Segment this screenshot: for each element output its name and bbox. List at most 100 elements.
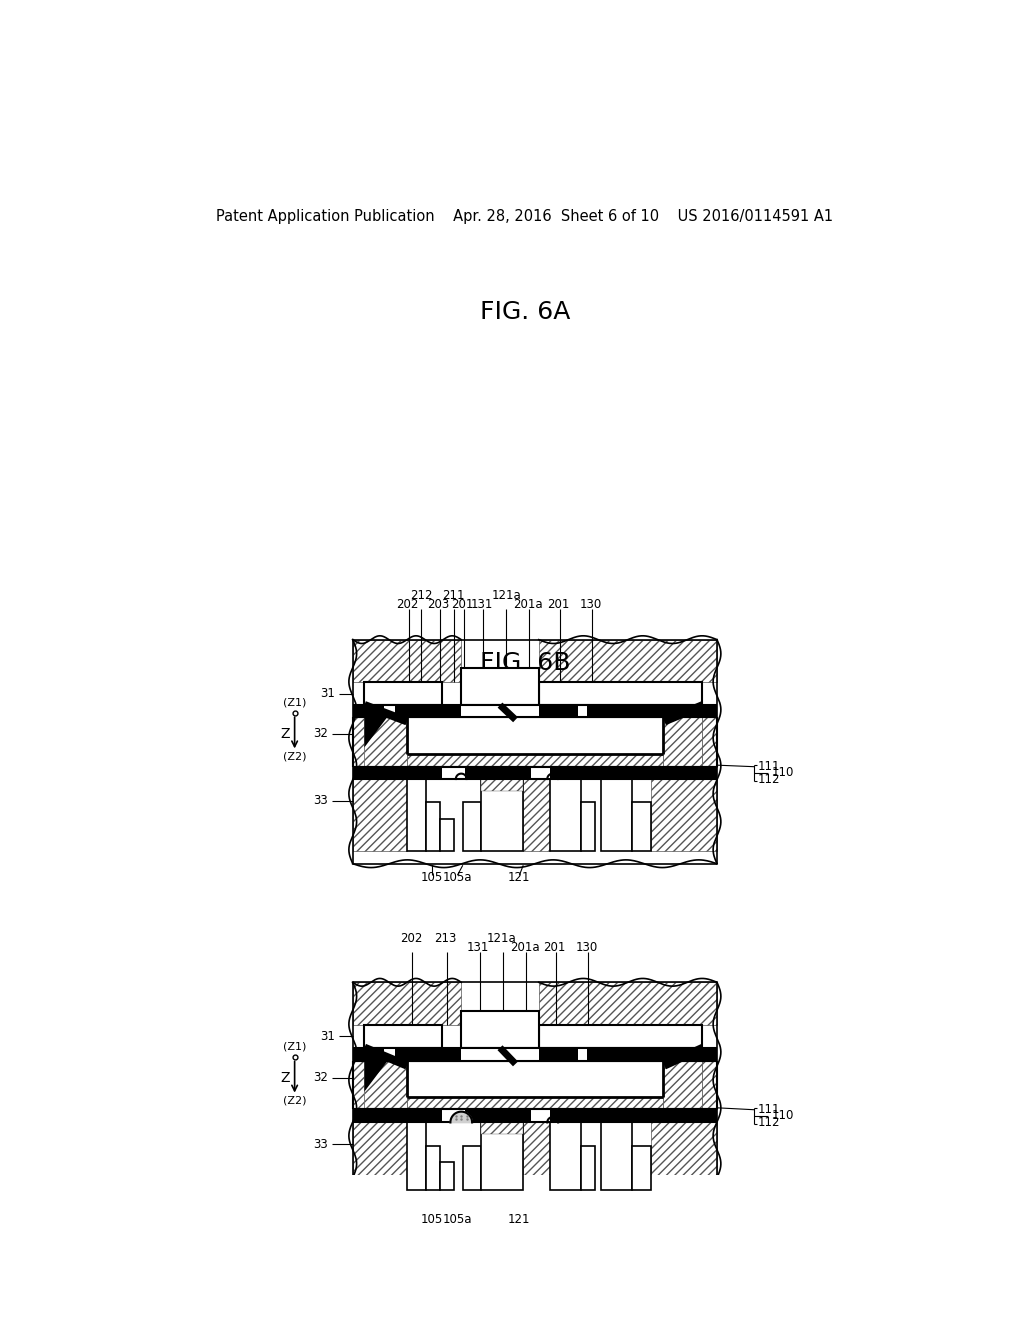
Text: 121: 121	[508, 1213, 530, 1226]
Bar	[539, 682, 701, 705]
Text: 131: 131	[470, 598, 493, 611]
Polygon shape	[352, 779, 407, 851]
Text: 203: 203	[427, 598, 450, 611]
Bar	[365, 717, 701, 767]
Text: (Z2): (Z2)	[283, 751, 306, 762]
Text: 201: 201	[452, 598, 474, 611]
Text: 31: 31	[321, 1030, 336, 1043]
Bar	[531, 1109, 550, 1122]
Bar	[365, 1061, 701, 1109]
Polygon shape	[523, 779, 550, 851]
Polygon shape	[651, 779, 717, 851]
Polygon shape	[365, 1061, 407, 1109]
Polygon shape	[663, 1061, 701, 1109]
Text: 105: 105	[421, 871, 443, 884]
Text: 31: 31	[321, 686, 336, 700]
Text: 105a: 105a	[442, 1213, 472, 1226]
Bar	[582, 803, 595, 851]
Text: 211: 211	[442, 589, 465, 602]
Text: 121a: 121a	[492, 589, 521, 602]
Text: 110: 110	[771, 767, 794, 779]
Polygon shape	[539, 640, 717, 682]
Polygon shape	[480, 779, 523, 791]
Text: 213: 213	[434, 932, 457, 945]
Bar	[407, 779, 426, 851]
Polygon shape	[352, 717, 365, 767]
Text: 105a: 105a	[442, 871, 472, 884]
Bar	[582, 1146, 595, 1191]
Text: Z: Z	[281, 1071, 290, 1085]
Polygon shape	[352, 982, 461, 1024]
Bar	[480, 1122, 523, 1191]
Bar	[384, 705, 395, 717]
Polygon shape	[365, 717, 407, 767]
Bar	[440, 818, 455, 851]
Text: 130: 130	[580, 598, 602, 611]
Polygon shape	[352, 1122, 407, 1191]
Polygon shape	[701, 1061, 717, 1109]
Polygon shape	[352, 1061, 365, 1109]
Bar	[352, 1109, 717, 1122]
Text: 33: 33	[312, 795, 328, 807]
Text: 201a: 201a	[513, 598, 543, 611]
Text: 105: 105	[421, 1213, 443, 1226]
Bar	[550, 779, 582, 851]
Text: FIG. 6A: FIG. 6A	[479, 301, 570, 325]
Bar	[352, 982, 717, 1205]
Text: 112: 112	[758, 1115, 780, 1129]
Bar	[352, 767, 717, 779]
Bar	[461, 668, 539, 705]
Polygon shape	[539, 982, 717, 1024]
Bar	[407, 1061, 663, 1097]
Bar	[461, 705, 539, 717]
Text: 130: 130	[575, 941, 598, 954]
Text: 212: 212	[410, 589, 432, 602]
Polygon shape	[407, 1097, 663, 1109]
Polygon shape	[480, 1122, 523, 1134]
Polygon shape	[352, 640, 461, 682]
Polygon shape	[365, 717, 388, 747]
Bar	[426, 803, 440, 851]
Polygon shape	[365, 1061, 388, 1092]
Text: (Z2): (Z2)	[283, 1096, 306, 1106]
Bar	[463, 803, 480, 851]
Bar	[531, 767, 550, 779]
Bar	[480, 779, 523, 851]
Text: 202: 202	[396, 598, 418, 611]
Bar	[365, 682, 442, 705]
Text: FIG. 6B: FIG. 6B	[479, 651, 570, 675]
Bar	[352, 705, 717, 717]
Bar	[578, 1048, 587, 1061]
Bar	[601, 779, 632, 851]
Bar	[578, 705, 587, 717]
Text: (Z1): (Z1)	[283, 1041, 306, 1052]
Bar	[365, 1024, 442, 1048]
Text: (Z1): (Z1)	[283, 698, 306, 708]
Text: 201: 201	[547, 598, 569, 611]
Bar	[407, 1122, 426, 1191]
Text: 121: 121	[508, 871, 530, 884]
Text: Patent Application Publication    Apr. 28, 2016  Sheet 6 of 10    US 2016/011459: Patent Application Publication Apr. 28, …	[216, 209, 834, 223]
Text: 32: 32	[312, 727, 328, 741]
Bar	[461, 1011, 539, 1048]
Bar	[463, 1146, 480, 1191]
Polygon shape	[663, 717, 701, 767]
Bar	[440, 1163, 455, 1191]
Polygon shape	[701, 717, 717, 767]
Polygon shape	[523, 1122, 550, 1191]
Polygon shape	[451, 1111, 472, 1122]
Text: 33: 33	[312, 1138, 328, 1151]
Text: 121a: 121a	[486, 932, 516, 945]
Bar	[442, 767, 465, 779]
Text: 131: 131	[467, 941, 489, 954]
Bar	[632, 803, 651, 851]
Text: Z: Z	[281, 726, 290, 741]
Bar	[632, 1146, 651, 1191]
Text: 111: 111	[758, 760, 780, 774]
Text: 32: 32	[312, 1072, 328, 1084]
Bar	[442, 1109, 465, 1122]
Bar	[550, 1122, 582, 1191]
Polygon shape	[407, 755, 663, 767]
Bar	[601, 1122, 632, 1191]
Bar	[352, 640, 717, 863]
